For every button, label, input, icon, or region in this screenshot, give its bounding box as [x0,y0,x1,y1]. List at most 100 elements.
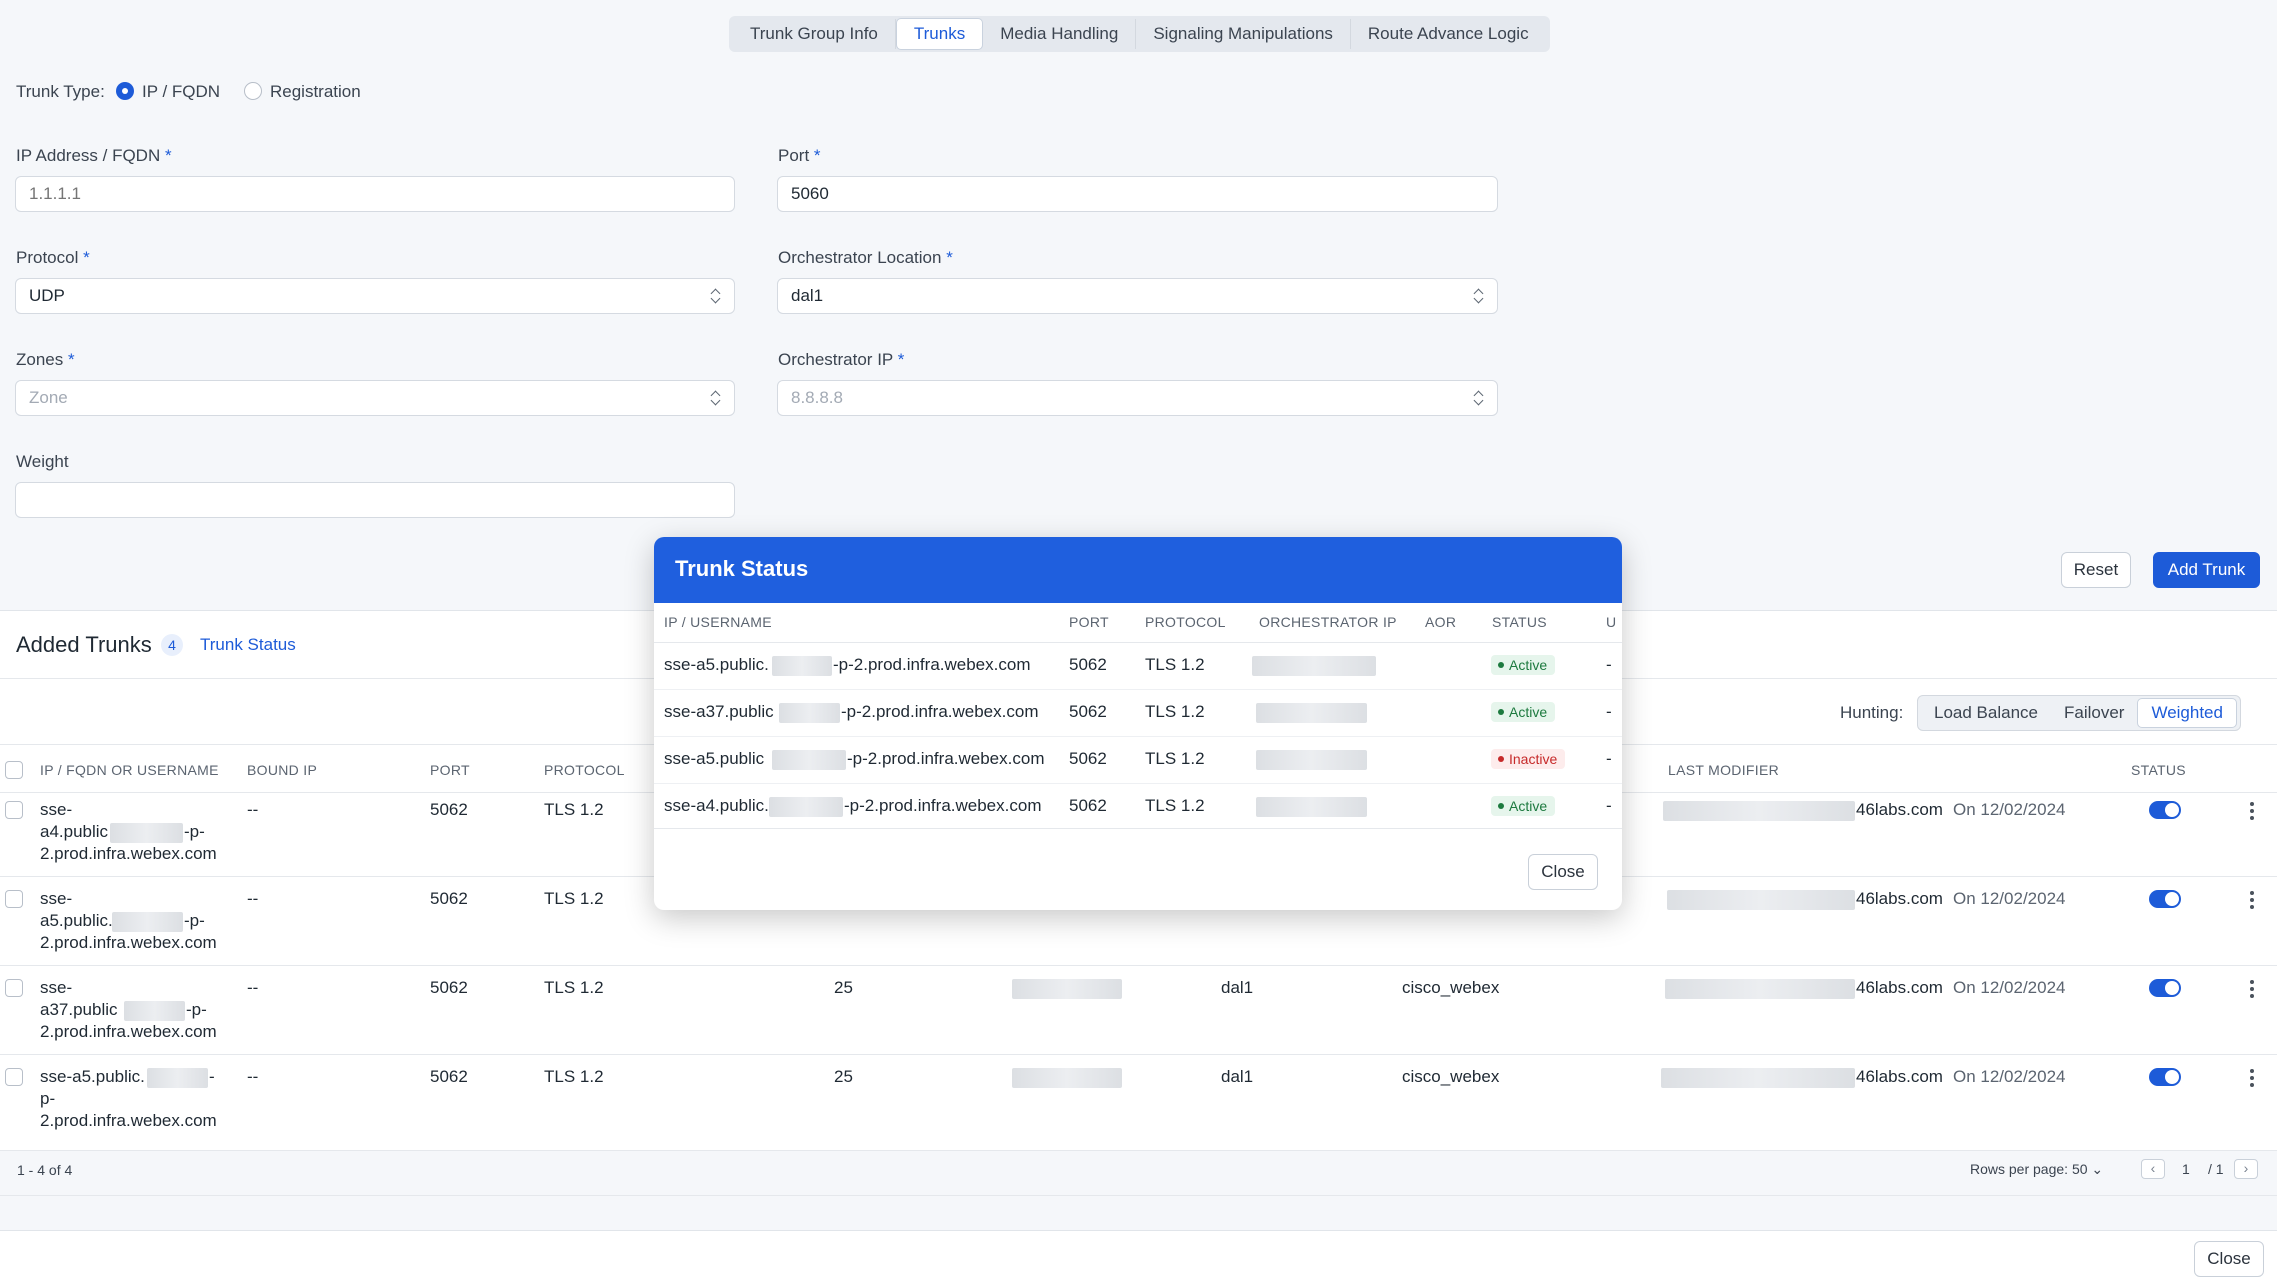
modal-extra: - [1606,749,1612,768]
modal-close-button[interactable]: Close [1528,854,1598,890]
tab-bar: Trunk Group Info Trunks Media Handling S… [729,16,1550,52]
tab-trunks[interactable]: Trunks [895,18,984,50]
modal-trunk-name: sse-a4.public. [664,796,769,815]
trunk-status-modal: Trunk Status IP / USERNAME PORT PROTOCOL… [654,537,1622,910]
rows-per-page-label: Rows per page: 50 [1970,1161,2088,1177]
ip-address-input[interactable] [15,176,735,212]
modal-col-status: STATUS [1492,614,1547,630]
modal-protocol: TLS 1.2 [1145,702,1205,721]
modal-extra: - [1606,702,1612,721]
trunk-name-line: 2.prod.infra.webex.com [40,1022,217,1041]
col-port: PORT [430,762,470,778]
prev-page-icon[interactable]: ‹ [2141,1159,2165,1179]
radio-registration[interactable] [244,82,262,100]
col-ip-fqdn-username: IP / FQDN OR USERNAME [40,762,219,778]
chevron-down-icon: ⌄ [2091,1161,2104,1177]
orchestrator-location-label: Orchestrator Location * [778,248,953,267]
trunk-name-line: sse- [40,978,73,997]
row-checkbox[interactable] [5,1068,23,1086]
modal-port: 5062 [1069,749,1107,768]
tab-route-advance-logic[interactable]: Route Advance Logic [1367,24,1529,43]
status-toggle[interactable] [2149,1068,2181,1086]
redacted-block [779,703,840,723]
port-input[interactable]: 5060 [777,176,1498,212]
bound-ip: -- [247,1067,259,1086]
row-menu-icon[interactable] [2250,980,2254,1001]
trunk-name-line: 2.prod.infra.webex.com [40,1111,217,1130]
select-arrows-icon [710,287,722,305]
row-checkbox[interactable] [5,979,23,997]
port: 5062 [430,1067,468,1086]
modal-title: Trunk Status [654,537,1622,603]
trunk-status-link[interactable]: Trunk Status [200,635,296,654]
modal-col-protocol: PROTOCOL [1145,614,1226,630]
tab-signaling-manipulations[interactable]: Signaling Manipulations [1136,19,1351,49]
weight-input[interactable] [15,482,735,518]
modal-col-aor: AOR [1425,614,1457,630]
select-all-checkbox[interactable] [5,761,23,779]
trunk-name-line: a4.public [40,822,109,841]
status-badge: Active [1491,702,1556,722]
redacted-block [1256,750,1367,770]
next-page-icon[interactable]: › [2234,1159,2258,1179]
redacted-block [1661,1068,1855,1088]
zones-placeholder: Zone [29,388,68,407]
rows-per-page-select[interactable]: Rows per page: 50 ⌄ [1970,1161,2103,1178]
modal-trunk-name: sse-a37.public [664,702,774,721]
redacted-block [772,656,832,676]
bound-ip: -- [247,800,259,819]
trunk-name-line: -p- [186,1000,207,1019]
add-trunk-button[interactable]: Add Trunk [2153,552,2260,588]
protocol: TLS 1.2 [544,889,604,908]
weight: 25 [834,978,853,997]
port: 5062 [430,889,468,908]
hunting-label: Hunting: [1840,703,1904,722]
port: 5062 [430,800,468,819]
orchestrator-ip-placeholder: 8.8.8.8 [791,388,843,407]
row-menu-icon[interactable] [2250,802,2254,823]
row-menu-icon[interactable] [2250,1069,2254,1090]
trunk-type-label: Trunk Type: [16,82,105,101]
bound-ip: -- [247,889,259,908]
tab-media-handling[interactable]: Media Handling [983,19,1137,49]
hunting-selector: Load Balance Failover Weighted [1917,695,2241,731]
status-toggle[interactable] [2149,890,2181,908]
hunting-weighted[interactable]: Weighted [2137,698,2237,728]
tab-trunk-group-info[interactable]: Trunk Group Info [733,19,896,49]
row-menu-icon[interactable] [2250,891,2254,912]
status-toggle[interactable] [2149,801,2181,819]
select-arrows-icon [1473,287,1485,305]
orchestrator-location: dal1 [1221,978,1254,997]
modal-protocol: TLS 1.2 [1145,655,1205,674]
modal-trunk-name-suffix: -p-2.prod.infra.webex.com [833,655,1031,674]
trunk-name-line: a37.public [40,1000,118,1019]
modal-port: 5062 [1069,655,1107,674]
col-status: STATUS [2131,762,2186,778]
orchestrator-ip-select[interactable]: 8.8.8.8 [777,380,1498,416]
row-checkbox[interactable] [5,890,23,908]
modal-trunk-name-suffix: -p-2.prod.infra.webex.com [847,749,1045,768]
row-range: 1 - 4 of 4 [17,1162,73,1178]
redacted-block [1256,703,1367,723]
hunting-failover[interactable]: Failover [2063,703,2125,722]
protocol-select[interactable]: UDP [15,278,735,314]
radio-ip-fqdn[interactable] [116,82,134,100]
ip-label: IP Address / FQDN * [16,146,172,165]
modal-col-port: PORT [1069,614,1109,630]
status-toggle[interactable] [2149,979,2181,997]
modified-date: On 12/02/2024 [1953,889,2066,908]
row-checkbox[interactable] [5,801,23,819]
orchestrator-location-select[interactable]: dal1 [777,278,1498,314]
radio-ip-fqdn-label: IP / FQDN [142,82,221,101]
redacted-block [1256,797,1367,817]
last-modifier: 46labs.com [1856,800,1943,819]
zones-select[interactable]: Zone [15,380,735,416]
reset-button[interactable]: Reset [2061,552,2131,588]
orchestrator-location: dal1 [1221,1067,1254,1086]
redacted-block [110,823,183,843]
last-modifier: 46labs.com [1856,889,1943,908]
hunting-load-balance[interactable]: Load Balance [1934,703,2038,722]
modal-trunk-name-suffix: -p-2.prod.infra.webex.com [844,796,1042,815]
close-button[interactable]: Close [2194,1241,2264,1277]
redacted-block [1665,979,1855,999]
